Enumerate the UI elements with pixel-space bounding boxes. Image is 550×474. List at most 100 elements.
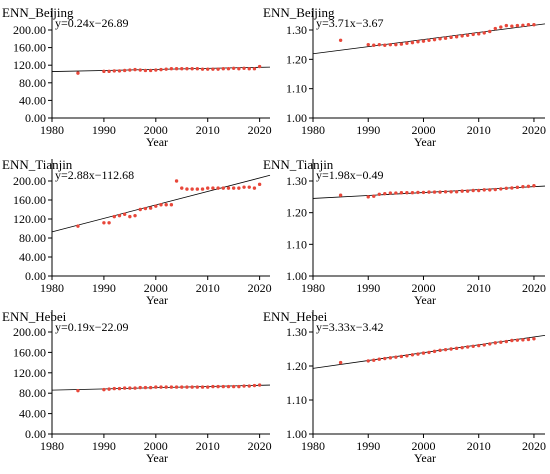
data-point — [449, 347, 453, 351]
y-tick-label: 40.00 — [19, 250, 46, 264]
data-point — [488, 29, 492, 34]
y-tick-label: 1.30 — [286, 325, 307, 339]
data-point — [510, 24, 514, 28]
data-point — [242, 66, 246, 70]
data-point — [76, 224, 80, 228]
data-point — [133, 386, 137, 390]
x-tick-label: 1980 — [301, 281, 325, 295]
chart-title: ENN_Hebei — [263, 309, 328, 324]
regression-equation: y=0.19x−22.09 — [55, 320, 129, 334]
data-point — [164, 203, 168, 207]
data-point — [122, 68, 127, 73]
x-tick-label: 1990 — [356, 281, 380, 295]
x-tick-label: 2020 — [248, 123, 272, 137]
data-point — [107, 221, 111, 225]
x-tick-label: 1980 — [40, 439, 64, 453]
data-point — [102, 221, 106, 225]
data-point — [185, 187, 189, 191]
data-point — [410, 191, 415, 195]
data-point — [180, 67, 184, 71]
data-point — [460, 34, 464, 38]
x-tick-label: 1990 — [92, 123, 116, 137]
data-point — [372, 194, 376, 198]
data-point — [488, 342, 492, 346]
y-tick-label: 40.00 — [19, 93, 46, 107]
data-point — [169, 67, 174, 71]
data-point — [521, 338, 525, 342]
data-point — [465, 33, 470, 37]
x-tick-label: 2010 — [196, 281, 220, 295]
data-point — [200, 385, 205, 389]
x-tick-label: 1980 — [40, 281, 64, 295]
data-point — [237, 186, 241, 190]
x-tick-label: 2020 — [522, 439, 546, 453]
data-point — [477, 343, 481, 348]
data-point — [471, 344, 475, 348]
y-tick-label: 1.10 — [286, 237, 307, 251]
data-point — [206, 385, 210, 389]
data-point — [499, 340, 503, 344]
x-tick-label: 2010 — [467, 281, 491, 295]
data-point — [221, 384, 225, 389]
data-point — [526, 184, 531, 189]
data-point — [405, 191, 409, 195]
chart-title: ENN_Tianjin — [263, 157, 334, 172]
chart-panel-1: ENN_Beijing 0.00 40.00 80.00 120.00 160.00 200… — [2, 5, 272, 149]
data-point — [133, 67, 137, 72]
data-point — [482, 343, 486, 347]
data-point — [190, 187, 194, 191]
data-point — [427, 190, 431, 194]
x-tick-label: 1990 — [356, 439, 380, 453]
data-point — [416, 40, 420, 44]
chart-title: ENN_Beijing — [2, 5, 74, 20]
chart-title: ENN_Tianjin — [2, 157, 73, 172]
chart-panel-3: ENN_Tianjin 0.00 40.00 80.00 120.00 160.00 200… — [2, 157, 272, 307]
y-tick-label: 160.00 — [13, 41, 46, 55]
data-point — [377, 357, 381, 361]
data-point — [211, 186, 215, 190]
y-tick-label: 1.20 — [286, 206, 307, 220]
x-tick-label: 2000 — [144, 439, 168, 453]
data-point — [499, 25, 503, 29]
x-tick-label: 2000 — [144, 281, 168, 295]
data-point — [216, 67, 220, 71]
data-point — [499, 187, 503, 191]
data-point — [247, 67, 251, 71]
data-point — [338, 38, 343, 42]
data-point — [138, 68, 142, 72]
y-tick-label: 80.00 — [19, 76, 46, 90]
data-point — [148, 385, 153, 390]
data-point — [195, 385, 200, 389]
data-point — [394, 42, 398, 47]
regression-equation: y=2.88x−112.68 — [55, 168, 134, 182]
data-point — [164, 385, 168, 389]
data-point — [526, 337, 531, 342]
data-point — [460, 189, 464, 193]
data-point — [510, 186, 514, 190]
regression-equation: y=3.33x−3.42 — [316, 320, 384, 334]
data-point — [237, 384, 241, 389]
y-tick-label: 0.00 — [25, 111, 46, 125]
data-point — [416, 352, 420, 356]
data-point — [102, 387, 106, 392]
data-point — [226, 67, 231, 71]
data-point — [143, 385, 148, 390]
data-point — [206, 67, 210, 71]
y-tick-label: 1.20 — [286, 359, 307, 373]
data-point — [159, 385, 163, 389]
y-tick-label: 1.30 — [286, 23, 307, 37]
data-point — [410, 353, 415, 357]
data-point — [190, 385, 194, 389]
y-tick-label: 1.10 — [286, 393, 307, 407]
data-point — [383, 43, 387, 47]
data-point — [438, 190, 442, 194]
data-point — [174, 67, 179, 71]
data-point — [117, 69, 122, 73]
data-point — [143, 68, 148, 73]
data-point — [122, 212, 127, 216]
x-tick-label: 1990 — [92, 281, 116, 295]
data-point — [221, 67, 225, 71]
data-point — [383, 356, 387, 361]
data-point — [449, 190, 453, 194]
